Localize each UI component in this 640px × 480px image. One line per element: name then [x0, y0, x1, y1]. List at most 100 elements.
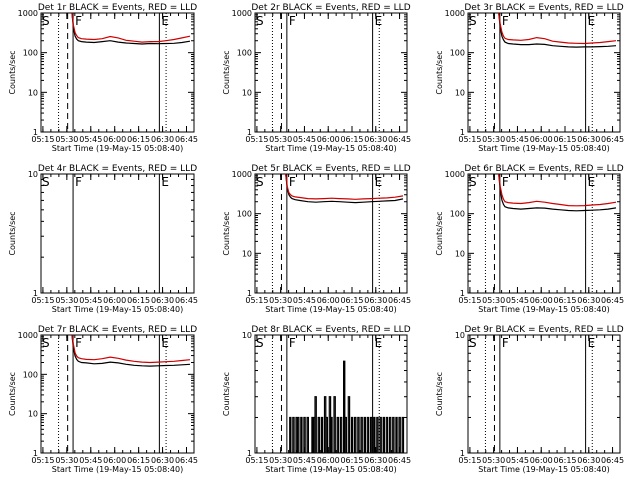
y-tick-label: 100 — [23, 370, 38, 379]
y-axis-label: Counts/sec — [8, 372, 17, 416]
x-tick-label: 06:00 — [530, 456, 553, 465]
panel-7: Det 7r BLACK = Events, RED = LLD 1 10 100 10… — [8, 325, 198, 474]
x-tick-label: 06:30 — [577, 456, 600, 465]
marker-label-f: F — [289, 14, 296, 28]
y-axis-label: Counts/sec — [435, 372, 444, 416]
marker-label-s: S — [256, 175, 264, 189]
series-line-lld — [71, 335, 191, 364]
x-tick-label: 05:30 — [482, 135, 505, 144]
y-tick-label: 100 — [237, 210, 252, 219]
x-axis-label: Start Time (19-May-15 05:08:40) — [265, 465, 396, 474]
series-line-events — [498, 13, 617, 48]
y-axis-label: Counts/sec — [8, 50, 17, 94]
y-tick-label: 1 — [33, 449, 38, 458]
x-tick-label: 05:45 — [506, 456, 529, 465]
marker-label-e: E — [375, 336, 383, 350]
x-tick-label: 06:45 — [175, 296, 198, 305]
y-axis-label: Counts/sec — [8, 211, 17, 255]
x-axis-label: Start Time (19-May-15 05:08:40) — [478, 144, 609, 153]
x-tick-label: 06:45 — [175, 456, 198, 465]
series-line-events — [71, 13, 191, 45]
panel-title: Det 9r BLACK = Events, RED = LLD — [464, 325, 623, 335]
y-tick-label: 1 — [247, 128, 252, 137]
series-line-events — [498, 174, 617, 212]
x-tick-label: 06:00 — [317, 135, 340, 144]
panel-title: Det 4r BLACK = Events, RED = LLD — [38, 164, 197, 174]
x-tick-label: 06:00 — [103, 296, 126, 305]
x-tick-label: 06:15 — [553, 135, 576, 144]
marker-label-e: E — [161, 175, 169, 189]
series-line-lld — [71, 13, 191, 43]
marker-label-e: E — [161, 336, 169, 350]
y-tick-label: 1 — [33, 128, 38, 137]
x-tick-label: 06:30 — [364, 296, 387, 305]
plot-frame — [40, 12, 195, 133]
y-tick-label: 1000 — [445, 9, 465, 18]
marker-label-f: F — [289, 336, 296, 350]
x-tick-label: 06:30 — [151, 135, 174, 144]
x-tick-label: 06:30 — [577, 296, 600, 305]
x-tick-label: 06:30 — [151, 456, 174, 465]
x-tick-label: 06:00 — [317, 296, 340, 305]
plot-frame — [467, 334, 621, 454]
x-tick-label: 06:00 — [317, 456, 340, 465]
series-line-events — [289, 360, 405, 453]
marker-label-s: S — [256, 336, 264, 350]
x-tick-label: 06:30 — [151, 296, 174, 305]
y-tick-label: 10 — [28, 88, 38, 97]
x-tick-label: 05:30 — [55, 135, 78, 144]
y-tick-label: 10 — [455, 331, 465, 340]
x-tick-label: 05:45 — [79, 296, 102, 305]
plot-frame — [40, 334, 195, 454]
panel-2: Det 2r BLACK = Events, RED = LLD 1 10 100 10… — [222, 3, 411, 153]
y-tick-label: 1000 — [445, 170, 465, 179]
marker-label-s: S — [469, 336, 477, 350]
x-tick-label: 05:15 — [31, 296, 54, 305]
x-tick-label: 05:45 — [506, 135, 529, 144]
marker-label-e: E — [161, 14, 169, 28]
marker-label-f: F — [75, 336, 82, 350]
x-tick-label: 06:00 — [103, 135, 126, 144]
y-tick-label: 1 — [247, 289, 252, 298]
x-axis-label: Start Time (19-May-15 05:08:40) — [478, 305, 609, 314]
panel-title: Det 7r BLACK = Events, RED = LLD — [38, 325, 197, 335]
x-tick-label: 05:45 — [506, 296, 529, 305]
x-tick-label: 06:15 — [340, 135, 363, 144]
y-tick-label: 10 — [242, 249, 252, 258]
marker-label-f: F — [75, 175, 82, 189]
x-tick-label: 06:45 — [601, 296, 624, 305]
plot-frame — [40, 173, 195, 294]
y-tick-label: 1 — [460, 449, 465, 458]
x-axis-label: Start Time (19-May-15 05:08:40) — [52, 465, 183, 474]
y-tick-label: 100 — [23, 49, 38, 58]
marker-label-s: S — [469, 175, 477, 189]
marker-label-s: S — [42, 336, 50, 350]
y-tick-label: 10 — [28, 170, 38, 179]
plot-frame — [254, 173, 408, 294]
marker-label-s: S — [42, 14, 50, 28]
y-axis-label: Counts/sec — [222, 372, 231, 416]
x-tick-label: 06:45 — [388, 296, 411, 305]
x-axis-label: Start Time (19-May-15 05:08:40) — [52, 144, 183, 153]
marker-label-f: F — [502, 336, 509, 350]
x-tick-label: 05:15 — [245, 296, 268, 305]
panel-title: Det 3r BLACK = Events, RED = LLD — [464, 3, 623, 13]
marker-label-s: S — [469, 14, 477, 28]
panel-1: Det 1r BLACK = Events, RED = LLD 1 10 100 10… — [8, 3, 198, 153]
plot-frame — [467, 12, 621, 133]
x-tick-label: 05:15 — [31, 135, 54, 144]
y-tick-label: 10 — [455, 88, 465, 97]
series-line-lld — [285, 174, 404, 200]
y-axis-label: Counts/sec — [435, 211, 444, 255]
marker-label-e: E — [588, 175, 596, 189]
panel-title: Det 1r BLACK = Events, RED = LLD — [38, 3, 197, 13]
x-tick-label: 06:15 — [127, 296, 150, 305]
panel-4: Det 4r BLACK = Events, RED = LLD 1 10 Count… — [8, 164, 198, 314]
series-line-lld — [498, 13, 617, 45]
x-tick-label: 06:45 — [175, 135, 198, 144]
panel-title: Det 6r BLACK = Events, RED = LLD — [464, 164, 623, 174]
series-line-events — [285, 174, 404, 204]
x-axis-label: Start Time (19-May-15 05:08:40) — [265, 144, 396, 153]
panel-5: Det 5r BLACK = Events, RED = LLD 1 10 100 10… — [222, 164, 411, 314]
